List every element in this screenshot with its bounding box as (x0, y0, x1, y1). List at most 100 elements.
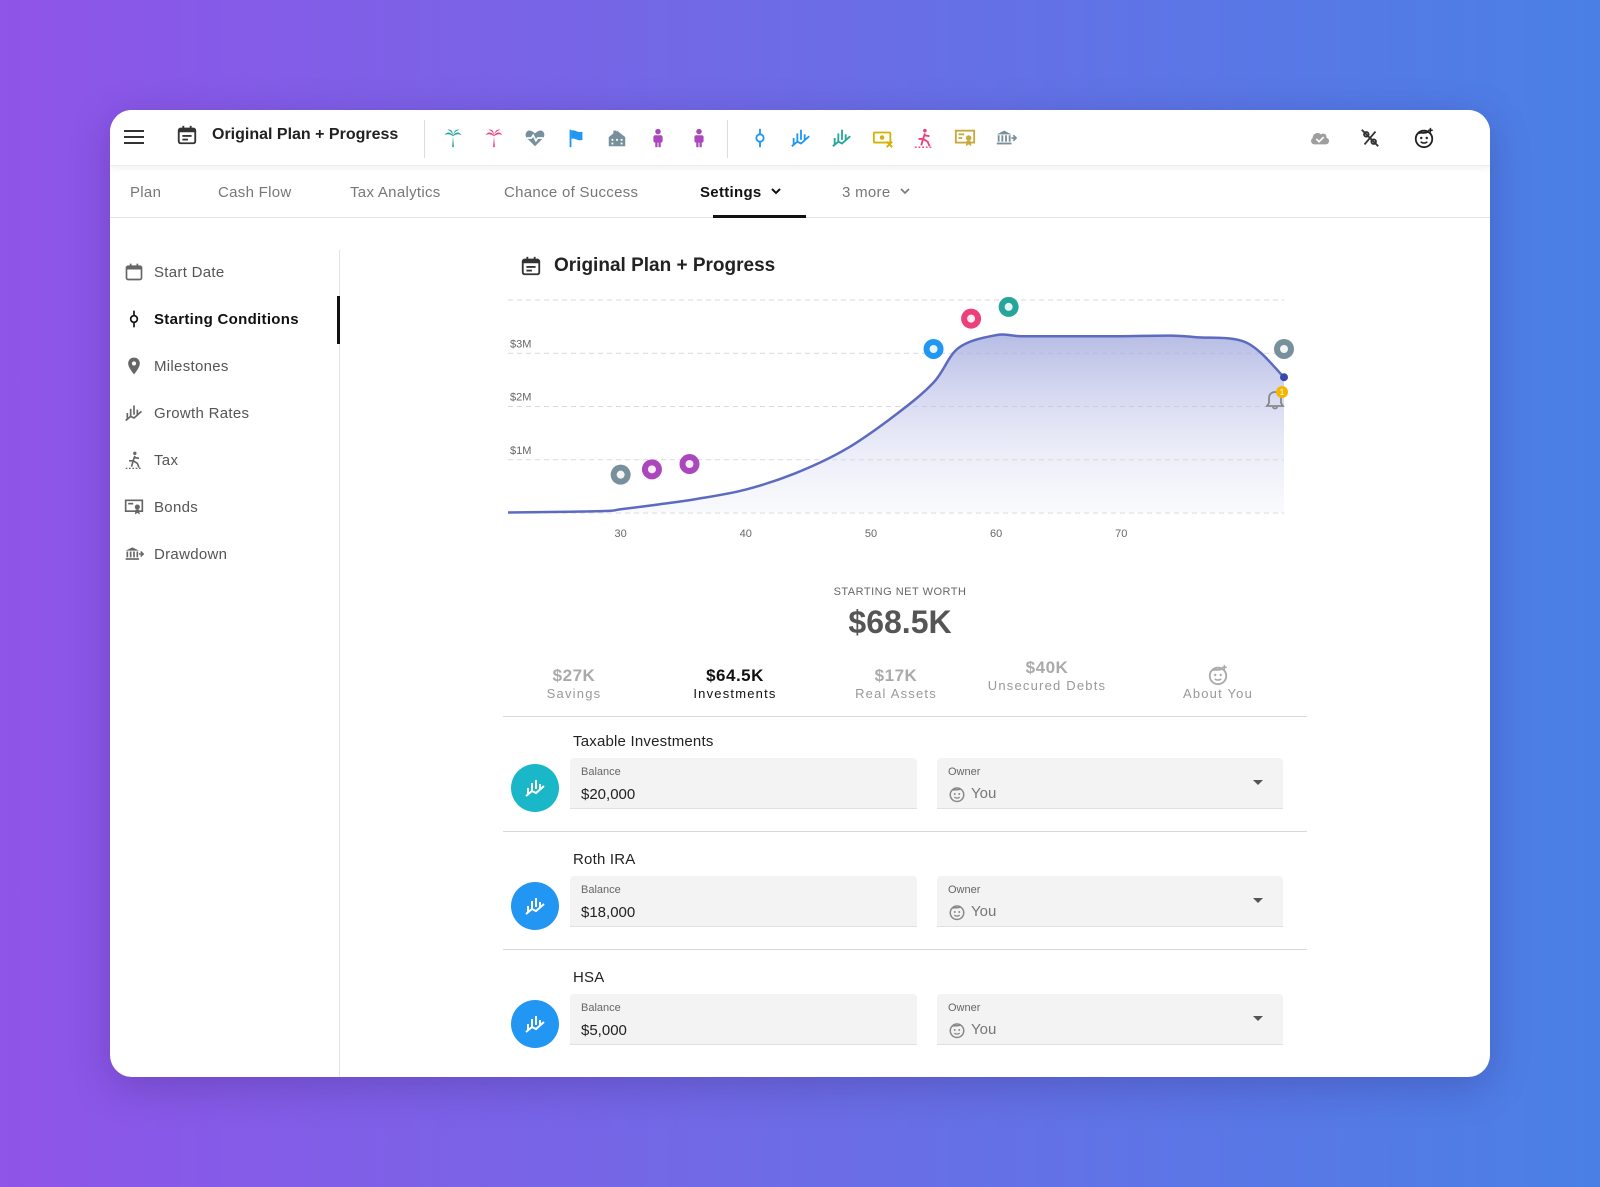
dropdown-arrow-icon (1253, 1016, 1263, 1021)
balance-label: Balance (581, 766, 621, 778)
y-tick-label: $2M (510, 392, 531, 404)
investment-icon (511, 882, 559, 930)
milestone-marker-palm-tree-icon[interactable] (961, 308, 982, 329)
net-worth-chart: $1M $2M $3M 30 40 50 60 70 1 (507, 296, 1294, 540)
tab-tax-analytics[interactable]: Tax Analytics (350, 184, 441, 201)
balance-field[interactable]: Balance $20,000 (570, 758, 917, 809)
drawdown-icon (125, 547, 144, 560)
calendar-icon (177, 125, 197, 145)
balance-label: Balance (581, 1002, 621, 1014)
owner-select[interactable]: Owner You (937, 758, 1283, 809)
category-value: $27K (552, 666, 596, 685)
tab-cash-flow[interactable]: Cash Flow (218, 184, 292, 201)
sidebar-item-label: Bonds (154, 498, 199, 516)
balance-field[interactable]: Balance $5,000 (570, 994, 917, 1045)
menu-icon[interactable] (124, 126, 146, 148)
person-icon[interactable] (687, 126, 711, 150)
balance-label: Balance (581, 884, 621, 896)
milestone-marker-person-icon[interactable] (641, 459, 662, 480)
category-label: Real Assets (855, 686, 937, 701)
face-icon (949, 1023, 965, 1039)
palm-tree-teal-icon[interactable] (441, 126, 465, 150)
owner-value: You (971, 785, 997, 802)
category-label: Savings (546, 686, 602, 701)
owner-value: You (971, 1021, 997, 1038)
owner-value: You (971, 903, 997, 920)
category-tab-investments[interactable]: $64.5K Investments (665, 666, 805, 702)
sidebar-item-milestones[interactable]: Milestones (124, 356, 229, 376)
person-icon[interactable] (646, 126, 670, 150)
sidebar-item-label: Milestones (154, 357, 229, 375)
balance-value: $20,000 (581, 786, 636, 803)
sidebar-item-growth-rates[interactable]: Growth Rates (124, 403, 249, 423)
tab-more[interactable]: 3 more (842, 184, 911, 201)
starting-conditions-icon[interactable] (748, 126, 772, 150)
owner-label: Owner (948, 766, 981, 778)
money-icon[interactable] (871, 126, 895, 150)
milestone-marker-house-icon[interactable] (610, 464, 631, 485)
category-tab-real-assets[interactable]: $17K Real Assets (826, 666, 966, 702)
growth-rates-icon[interactable] (830, 126, 854, 150)
milestone-marker-palm-tree-icon[interactable] (998, 296, 1019, 317)
tab-chance-of-success[interactable]: Chance of Success (504, 184, 639, 201)
notification-bell[interactable]: 1 (1265, 386, 1288, 410)
tax-icon[interactable] (912, 126, 936, 150)
category-tab-savings[interactable]: $27K Savings (504, 666, 644, 702)
sidebar-item-starting-conditions[interactable]: Starting Conditions (124, 309, 299, 329)
calendar-icon (521, 256, 541, 276)
sidebar-item-label: Drawdown (154, 545, 228, 563)
chart-end-point (1280, 373, 1288, 382)
tax-icon (125, 451, 143, 469)
face-icon (949, 787, 965, 803)
toolbar-divider (424, 120, 425, 158)
starting-conditions-icon (129, 310, 139, 328)
investment-icon (511, 1000, 559, 1048)
toolbar-divider (727, 120, 728, 158)
tab-more-label: 3 more (842, 184, 891, 201)
milestone-marker-flag-icon[interactable] (923, 338, 944, 359)
tab-settings-label: Settings (700, 184, 762, 201)
cloud-check-icon[interactable] (1308, 126, 1332, 150)
investment-icon (511, 764, 559, 812)
y-tick-label: $3M (510, 338, 531, 350)
chart-header: Original Plan + Progress (520, 255, 775, 277)
house-icon[interactable] (605, 126, 629, 150)
balance-field[interactable]: Balance $18,000 (570, 876, 917, 927)
percent-off-icon[interactable] (1358, 126, 1382, 150)
sidebar-item-drawdown[interactable]: Drawdown (124, 544, 227, 564)
tab-settings[interactable]: Settings (700, 184, 782, 201)
milestone-marker-heart-pulse-icon[interactable] (1274, 338, 1294, 359)
growth-rates-icon[interactable] (789, 126, 813, 150)
flag-icon[interactable] (564, 126, 588, 150)
dropdown-arrow-icon (1253, 780, 1263, 785)
bonds-icon[interactable] (953, 126, 977, 150)
face-icon (1208, 664, 1228, 686)
category-value: $17K (874, 666, 918, 685)
palm-tree-red-icon[interactable] (482, 126, 506, 150)
milestone-marker-person-icon[interactable] (679, 454, 700, 475)
top-bar: Original Plan + Progress (110, 110, 1490, 166)
account-divider (503, 949, 1307, 950)
face-icon[interactable] (1412, 126, 1436, 150)
drawdown-icon[interactable] (994, 126, 1018, 150)
heart-pulse-icon[interactable] (523, 126, 547, 150)
tab-bar: Plan Cash Flow Tax Analytics Chance of S… (110, 166, 1490, 218)
sidebar-item-tax[interactable]: Tax (124, 450, 178, 470)
tab-plan[interactable]: Plan (130, 184, 162, 201)
account-divider (503, 831, 1307, 832)
face-icon (949, 905, 965, 921)
chevron-down-icon (771, 188, 781, 195)
net-worth-value: $68.5K (848, 604, 952, 640)
category-tab-about-you[interactable]: About You (1148, 664, 1288, 702)
y-tick-label: $1M (510, 445, 531, 457)
owner-select[interactable]: Owner You (937, 876, 1283, 927)
sidebar-item-bonds[interactable]: Bonds (124, 497, 198, 517)
category-value: $64.5K (706, 666, 764, 685)
sidebar-item-label: Tax (154, 451, 179, 469)
sidebar-item-start-date[interactable]: Start Date (124, 262, 225, 282)
category-tab-unsecured-debts[interactable]: $40K Unsecured Debts (987, 658, 1107, 694)
sidebar-item-label: Starting Conditions (154, 310, 299, 328)
account-name: Taxable Investments (573, 733, 714, 750)
plan-selector[interactable]: Original Plan + Progress (176, 124, 398, 146)
owner-select[interactable]: Owner You (937, 994, 1283, 1045)
